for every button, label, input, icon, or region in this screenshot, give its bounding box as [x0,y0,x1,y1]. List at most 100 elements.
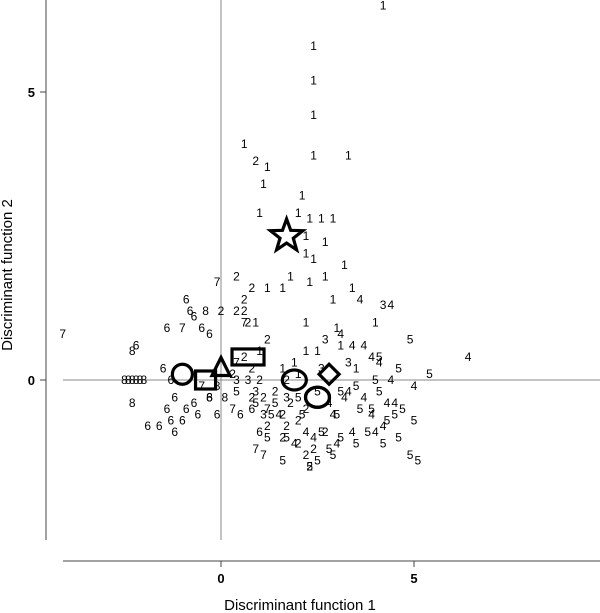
point-group-2: 2 [272,385,279,399]
point-group-5: 5 [279,454,286,468]
x-axis-label: Discriminant function 1 [224,597,376,613]
point-group-1: 1 [303,344,310,358]
point-group-5: 5 [415,454,422,468]
point-group-5: 5 [372,373,379,387]
axis-ticks: 0 5 0 5 [28,85,418,586]
point-group-5: 5 [399,402,406,416]
point-group-2: 2 [256,373,263,387]
point-group-4: 4 [360,390,367,404]
point-group-4: 4 [465,350,472,364]
point-group-2: 2 [245,315,252,329]
point-group-5: 5 [314,385,321,399]
point-group-8: 8 [121,373,128,387]
point-group-7: 7 [229,402,236,416]
point-group-6: 6 [214,408,221,422]
point-group-3: 3 [245,373,252,387]
point-group-1: 1 [322,235,329,249]
point-group-5: 5 [299,408,306,422]
point-group-4: 4 [357,292,364,306]
point-group-3: 3 [380,298,387,312]
point-group-2: 2 [241,304,248,318]
point-group-5: 5 [395,361,402,375]
point-group-4: 4 [341,390,348,404]
point-group-1: 1 [303,229,310,243]
point-group-7: 7 [214,275,221,289]
point-group-5: 5 [326,442,333,456]
point-group-3: 3 [345,356,352,370]
point-group-4: 4 [384,396,391,410]
point-group-2: 2 [283,373,290,387]
point-group-1: 1 [264,160,271,174]
point-group-2: 2 [295,436,302,450]
point-group-1: 1 [260,177,267,191]
point-group-2: 2 [249,390,256,404]
point-group-5: 5 [353,436,360,450]
point-group-4: 4 [276,408,283,422]
point-group-5: 5 [391,408,398,422]
point-group-1: 1 [310,73,317,87]
point-group-6: 6 [167,373,174,387]
point-group-4: 4 [337,327,344,341]
point-group-3: 3 [233,373,240,387]
point-group-1: 1 [310,252,317,266]
point-group-6: 6 [249,402,256,416]
point-group-7: 7 [252,442,259,456]
point-group-4: 4 [368,350,375,364]
point-group-8: 8 [129,344,136,358]
point-group-1: 1 [303,315,310,329]
point-group-5: 5 [364,425,371,439]
point-group-4: 4 [411,379,418,393]
point-group-1: 1 [291,356,298,370]
centroid-square-group-8 [193,369,218,391]
point-group-8: 8 [214,379,221,393]
point-group-4: 4 [391,396,398,410]
point-group-1: 1 [310,39,317,53]
point-group-4: 4 [387,373,394,387]
point-group-5: 5 [333,408,340,422]
point-group-2: 2 [249,281,256,295]
point-group-4: 4 [360,338,367,352]
point-group-2: 2 [249,361,256,375]
point-group-5: 5 [233,385,240,399]
point-group-1: 1 [349,281,356,295]
point-group-6: 6 [237,408,244,422]
group-centroids [170,214,342,409]
point-group-5: 5 [337,431,344,445]
point-group-4: 4 [291,436,298,450]
point-group-1: 1 [264,281,271,295]
point-group-1: 1 [372,315,379,329]
point-group-5: 5 [283,431,290,445]
centroid-star-group-1 [266,214,308,254]
point-group-1: 1 [303,246,310,260]
point-group-5: 5 [295,390,302,404]
point-group-1: 1 [345,148,352,162]
point-group-2: 2 [310,442,317,456]
y-tick-label: 0 [28,373,35,388]
point-group-1: 1 [310,148,317,162]
point-group-2: 2 [260,390,267,404]
centroid-ellipse-group-2 [280,368,308,392]
centroid-diamond-group-3 [316,361,342,387]
point-group-5: 5 [426,367,433,381]
point-group-6: 6 [167,413,174,427]
point-group-5: 5 [306,459,313,473]
point-group-1: 1 [306,275,313,289]
point-group-2: 2 [233,304,240,318]
point-group-2: 2 [287,396,294,410]
point-group-6: 6 [156,419,163,433]
point-group-3: 3 [252,385,259,399]
point-group-5: 5 [337,385,344,399]
point-group-2: 2 [233,269,240,283]
point-group-5: 5 [395,431,402,445]
point-group-1: 1 [341,258,348,272]
point-group-5: 5 [330,448,337,462]
point-group-1: 1 [299,189,306,203]
point-group-5: 5 [268,408,275,422]
point-group-6: 6 [206,390,213,404]
point-group-4: 4 [345,385,352,399]
point-group-2: 2 [279,408,286,422]
point-group-3: 3 [283,390,290,404]
point-group-5: 5 [264,431,271,445]
point-group-2: 2 [218,304,225,318]
